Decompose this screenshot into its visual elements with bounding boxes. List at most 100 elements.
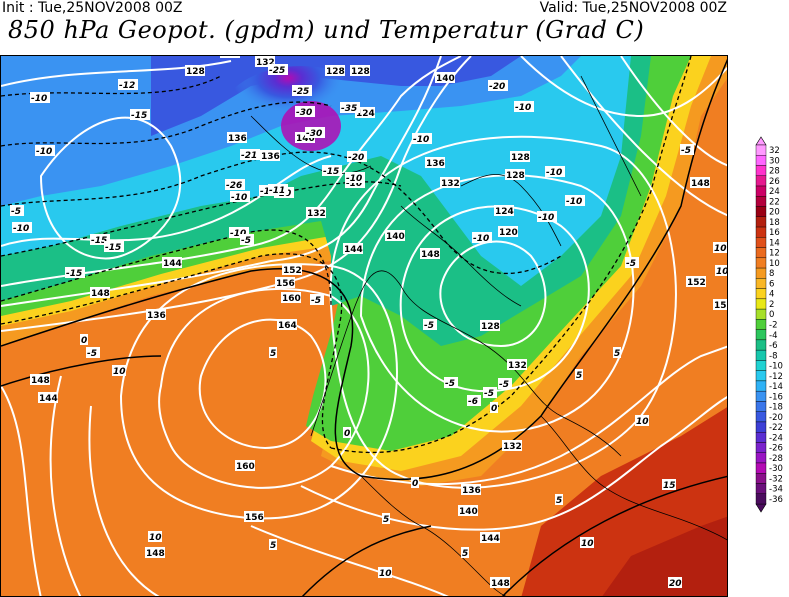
temperature-label-bg (490, 402, 498, 413)
geopotential-label: 128 (326, 67, 345, 77)
temperature-label: 5 (270, 349, 276, 359)
legend-arrow-top (755, 136, 767, 146)
temperature-label-bg (343, 427, 351, 438)
geopotential-label-bg (355, 107, 375, 118)
legend-swatch (755, 421, 767, 433)
temperature-label-bg (537, 211, 557, 222)
valid-time: Valid: Tue,25NOV2008 00Z (539, 0, 727, 16)
geopotential-label-bg (30, 374, 50, 385)
legend-swatch (755, 298, 767, 310)
legend-label: 32 (769, 146, 780, 156)
geopotential-label: 156 (245, 513, 264, 523)
temperature-label: -10 (36, 147, 52, 157)
legend-label: 14 (769, 238, 780, 248)
legend-swatch (755, 267, 767, 279)
temperature-label-bg (240, 149, 260, 160)
temperature-label-bg (423, 319, 437, 330)
temperature-label: -10 (346, 179, 362, 189)
temperature-label-bg (545, 166, 565, 177)
temperature-label-bg (292, 85, 312, 96)
geopotential-label: 128 (506, 171, 525, 181)
legend-swatch (755, 411, 767, 423)
temperature-label: -15 (66, 269, 82, 279)
temperature-label-bg (444, 377, 458, 388)
geopotential-label-bg (350, 65, 370, 76)
geopotential-label: 132 (441, 179, 460, 189)
temperature-label: -15 (131, 111, 147, 121)
geopotential-label: 156 (276, 279, 295, 289)
legend-label: 0 (769, 310, 774, 320)
geopotential-label: 132 (256, 58, 275, 68)
temperature-label-bg (613, 347, 621, 358)
temperature-label: -10 (230, 229, 246, 239)
legend-arrow-bottom (755, 503, 767, 513)
temperature-label-bg (488, 80, 508, 91)
temperature-field-minus15 (1, 56, 581, 206)
geopotential-label: 136 (426, 159, 445, 169)
geopotential-label-bg (480, 532, 500, 543)
geopotential-label-bg (343, 243, 363, 254)
temperature-label: -5 (241, 236, 251, 246)
geopotential-label-bg (425, 157, 445, 168)
temperature-label-bg (472, 232, 492, 243)
temperature-label-bg (268, 64, 288, 75)
geopotential-label: 136 (261, 152, 280, 162)
geopotential-label: 148 (91, 289, 110, 299)
temperature-label-bg (112, 365, 126, 376)
legend-label: 22 (769, 197, 780, 207)
temperature-label-bg (575, 369, 583, 380)
temperature-label-bg (467, 395, 481, 406)
geopotential-contours (1, 56, 727, 596)
geopotential-label-bg (458, 505, 478, 516)
geopotential-labels: 128 132 128 128 140 136 136 140 124 136 128 132 128 1… (30, 56, 727, 589)
temperature-label-bg (104, 241, 124, 252)
legend-label: 2 (769, 300, 774, 310)
geopotential-label: 132 (503, 442, 522, 452)
geopotential-label: 140 (436, 74, 455, 84)
temperature-label: -35 (341, 104, 357, 114)
temperature-label-bg (461, 547, 469, 558)
geopotential-label-bg (244, 511, 264, 522)
temperature-label: -5 (11, 207, 21, 217)
temperature-label: -5 (681, 146, 691, 156)
legend-label: -2 (769, 321, 777, 331)
geopotential-label-bg (510, 151, 530, 162)
legend-label: -32 (769, 474, 783, 484)
legend-label: -8 (769, 351, 777, 361)
temperature-label-bg (269, 539, 277, 550)
temperature-label-bg (715, 265, 727, 276)
geopotential-label: 144 (481, 534, 500, 544)
temperature-label: -5 (626, 259, 636, 269)
geopotential-label: 124 (356, 109, 375, 119)
geopotential-label-bg (498, 226, 518, 237)
geopotential-label-bg (275, 277, 295, 288)
geopotential-label: 144 (344, 245, 363, 255)
legend-label: 20 (769, 208, 780, 218)
temperature-label-bg (90, 234, 110, 245)
temperature-label-bg (625, 257, 639, 268)
temperature-label-bg (240, 234, 254, 245)
temperature-label-bg (662, 479, 676, 490)
legend-label: -30 (769, 464, 783, 474)
temperature-label: -5 (87, 349, 97, 359)
geopotential-label: 124 (495, 207, 514, 217)
geopotential-label-bg (227, 132, 247, 143)
legend-label: -4 (769, 331, 777, 341)
geopotential-label: 148 (421, 250, 440, 260)
legend-swatch (755, 216, 767, 228)
temperature-label: -5 (311, 296, 321, 306)
temperature-label: -20 (489, 82, 505, 92)
temperature-label: 10 (716, 267, 728, 277)
temperature-label: 5 (614, 349, 620, 359)
map-canvas: 128 132 128 128 140 136 136 140 124 136 128 132 128 1… (1, 56, 728, 596)
geopotential-label-bg (505, 169, 525, 180)
geopotential-label-bg (385, 230, 405, 241)
temperature-label: 10 (113, 367, 126, 377)
geopotential-label-bg (260, 150, 280, 161)
temperature-label-bg (713, 242, 727, 253)
geopotential-label-bg (494, 205, 514, 216)
temperature-label-bg (483, 387, 497, 398)
legend-swatch (755, 390, 767, 402)
temperature-label: 0 (344, 429, 350, 439)
temperature-label: -20 (221, 56, 237, 59)
